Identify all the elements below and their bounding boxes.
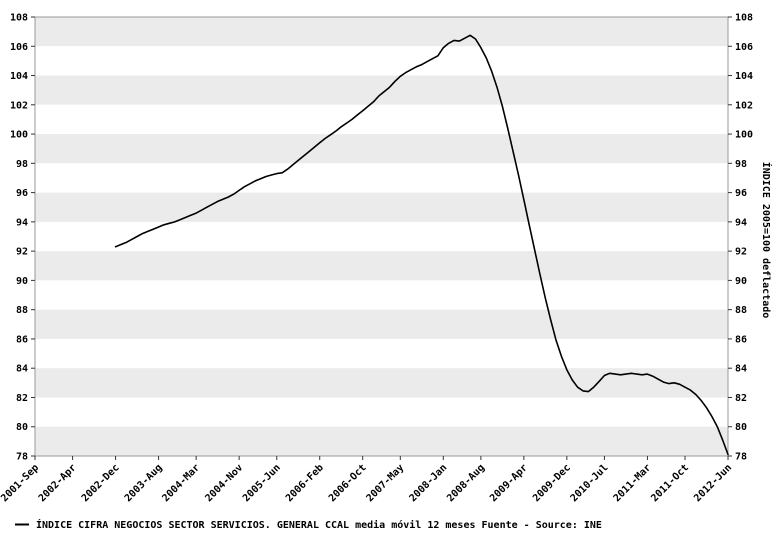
- right-axis-title: ÍNDICE 2005=100 deflactado: [760, 162, 773, 319]
- y-tick-label: 82: [16, 393, 28, 404]
- legend-label: ÍNDICE CIFRA NEGOCIOS SECTOR SERVICIOS. …: [36, 518, 602, 531]
- plot-border: [34, 16, 729, 457]
- background-stripe: [35, 75, 728, 105]
- x-tick-label: 2009-Dec: [531, 462, 573, 504]
- y-tick-label: 100: [735, 130, 753, 141]
- background-stripe: [35, 104, 728, 135]
- x-tick-label: 2004-Nov: [203, 462, 245, 504]
- x-tick-label: 2005-Jun: [241, 462, 283, 504]
- y-tick-label: 90: [735, 276, 747, 287]
- background-stripe: [35, 192, 728, 222]
- y-tick-label: 86: [735, 334, 747, 345]
- y-tick-label: 98: [16, 159, 28, 170]
- y-tick-label: 86: [16, 334, 28, 345]
- x-tick-label: 2004-Mar: [160, 462, 202, 504]
- background-stripe: [35, 17, 728, 47]
- y-tick-label: 102: [735, 100, 753, 111]
- background-stripe: [35, 251, 728, 281]
- plot-background-stripes: [35, 17, 728, 456]
- x-tick-label: 2002-Dec: [80, 462, 122, 504]
- background-stripe: [35, 134, 728, 164]
- background-stripe: [35, 397, 728, 427]
- legend: ÍNDICE CIFRA NEGOCIOS SECTOR SERVICIOS. …: [15, 518, 602, 531]
- y-tick-label: 96: [735, 188, 747, 199]
- x-tick-label: 2009-Apr: [488, 462, 530, 504]
- y-tick-label: 108: [10, 13, 28, 24]
- background-stripe: [35, 426, 728, 456]
- y-axis-left-ticks: 108 106 104 102 100 98 96 94 92 90 88 86 84 82 80 78: [10, 13, 35, 463]
- y-axis-right-ticks: 108 106 104 102 100 98 96 94 92 90 88 86 84 82 80 78: [728, 13, 753, 463]
- y-tick-label: 104: [735, 71, 753, 82]
- y-tick-label: 108: [735, 13, 753, 24]
- y-tick-label: 88: [16, 305, 28, 316]
- plot-frame: [34, 16, 729, 457]
- y-tick-label: 84: [16, 364, 28, 375]
- x-tick-label: 2007-May: [365, 462, 407, 504]
- y-tick-label: 88: [735, 305, 747, 316]
- x-tick-label: 2011-Oct: [649, 462, 691, 504]
- x-tick-label: 2006-Feb: [284, 462, 326, 504]
- background-stripe: [35, 280, 728, 310]
- y-tick-label: 104: [10, 71, 28, 82]
- x-tick-label: 2008-Aug: [445, 462, 487, 504]
- y-tick-label: 106: [10, 42, 28, 53]
- y-tick-label: 92: [16, 247, 28, 258]
- y-tick-label: 94: [16, 217, 28, 228]
- background-stripe: [35, 221, 728, 252]
- x-tick-label: 2012-Jun: [692, 462, 734, 504]
- y-tick-label: 94: [735, 217, 747, 228]
- y-tick-label: 90: [16, 276, 28, 287]
- y-tick-label: 92: [735, 247, 747, 258]
- y-tick-label: 100: [10, 130, 28, 141]
- background-stripe: [35, 309, 728, 339]
- y-tick-label: 80: [735, 422, 747, 433]
- x-tick-label: 2002-Apr: [37, 462, 79, 504]
- x-tick-label: 2006-Oct: [327, 462, 369, 504]
- index-series-line: [114, 34, 729, 456]
- y-tick-label: 106: [735, 42, 753, 53]
- y-tick-label: 80: [16, 422, 28, 433]
- y-tick-label: 82: [735, 393, 747, 404]
- y-tick-label: 78: [735, 452, 747, 463]
- x-tick-label: 2003-Aug: [123, 462, 165, 504]
- x-tick-label: 2011-Mar: [612, 462, 654, 504]
- x-tick-label: 2008-Jan: [408, 462, 450, 504]
- y-tick-label: 96: [16, 188, 28, 199]
- x-tick-label: 2001-Sep: [0, 462, 41, 504]
- background-stripe: [35, 338, 728, 369]
- background-stripe: [35, 163, 728, 193]
- y-tick-label: 78: [16, 452, 28, 463]
- x-tick-label: 2010-Jul: [569, 462, 611, 504]
- background-stripe: [35, 46, 728, 76]
- y-tick-label: 98: [735, 159, 747, 170]
- y-tick-label: 102: [10, 100, 28, 111]
- background-stripe: [35, 368, 728, 398]
- y-tick-label: 84: [735, 364, 747, 375]
